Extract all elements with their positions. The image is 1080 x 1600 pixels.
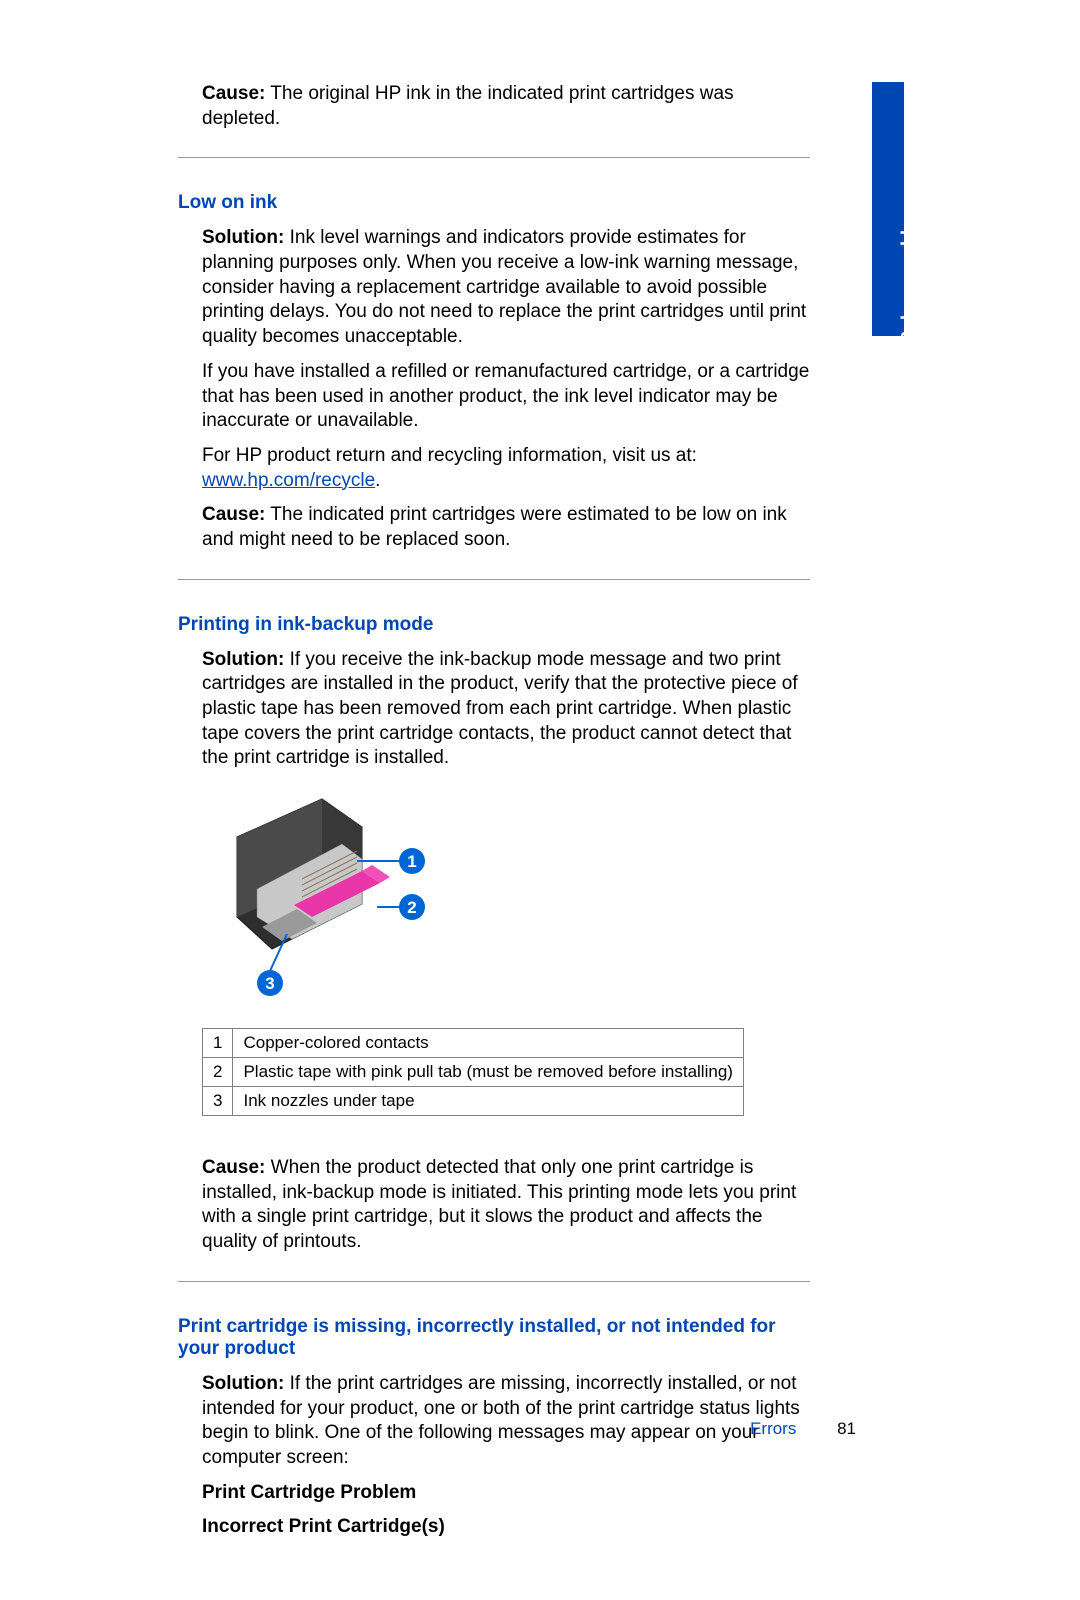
footer-section: Errors — [750, 1419, 796, 1438]
s2-solution-body: If you receive the ink-backup mode messa… — [202, 649, 798, 769]
s1-para3: For HP product return and recycling info… — [202, 444, 810, 493]
page-footer: Errors 81 — [750, 1419, 856, 1439]
cause-label: Cause: — [202, 1157, 265, 1178]
s1-para3-pre: For HP product return and recycling info… — [202, 445, 697, 466]
solution-label: Solution: — [202, 649, 284, 670]
svg-text:3: 3 — [265, 974, 274, 993]
divider-3 — [178, 1281, 810, 1282]
table-row: 2 Plastic tape with pink pull tab (must … — [203, 1058, 744, 1087]
s3-solution: Solution: If the print cartridges are mi… — [202, 1372, 810, 1471]
section-heading-low-on-ink: Low on ink — [178, 192, 810, 214]
s1-cause: Cause: The indicated print cartridges we… — [202, 503, 810, 552]
s3-solution-body: If the print cartridges are missing, inc… — [202, 1373, 800, 1468]
svg-text:1: 1 — [407, 852, 416, 871]
s1-para3-post: . — [375, 470, 380, 491]
section-heading-missing: Print cartridge is missing, incorrectly … — [178, 1316, 810, 1360]
error-msg-1: Print Cartridge Problem — [202, 1481, 810, 1506]
s1-cause-text: The indicated print cartridges were esti… — [202, 504, 787, 550]
solution-label: Solution: — [202, 1373, 284, 1394]
table-row: 3 Ink nozzles under tape — [203, 1087, 744, 1116]
callout-num: 1 — [203, 1029, 233, 1058]
solution-label: Solution: — [202, 227, 284, 248]
callout-desc: Plastic tape with pink pull tab (must be… — [233, 1058, 743, 1087]
top-cause: Cause: The original HP ink in the indica… — [202, 82, 810, 131]
footer-page-number: 81 — [837, 1419, 856, 1438]
error-msg-2: Incorrect Print Cartridge(s) — [202, 1515, 810, 1540]
s1-para2: If you have installed a refilled or rema… — [202, 360, 810, 434]
s2-cause-text: When the product detected that only one … — [202, 1157, 796, 1252]
callout-desc: Ink nozzles under tape — [233, 1087, 743, 1116]
callout-table: 1 Copper-colored contacts 2 Plastic tape… — [202, 1028, 744, 1116]
s1-solution-body: Ink level warnings and indicators provid… — [202, 227, 806, 347]
section-heading-ink-backup: Printing in ink-backup mode — [178, 614, 810, 636]
cartridge-diagram: 1 2 3 — [202, 789, 810, 1004]
divider-1 — [178, 157, 810, 158]
s2-cause: Cause: When the product detected that on… — [202, 1156, 810, 1255]
table-row: 1 Copper-colored contacts — [203, 1029, 744, 1058]
recycle-link[interactable]: www.hp.com/recycle — [202, 470, 375, 491]
cause-label: Cause: — [202, 504, 265, 525]
s2-solution: Solution: If you receive the ink-backup … — [202, 648, 810, 771]
side-tab-label: Solve a problem — [898, 204, 919, 343]
page-content: Cause: The original HP ink in the indica… — [0, 0, 870, 1600]
callout-desc: Copper-colored contacts — [233, 1029, 743, 1058]
divider-2 — [178, 579, 810, 580]
svg-text:2: 2 — [407, 898, 416, 917]
callout-num: 2 — [203, 1058, 233, 1087]
callout-num: 3 — [203, 1087, 233, 1116]
cause-label: Cause: — [202, 83, 265, 104]
s1-solution: Solution: Ink level warnings and indicat… — [202, 226, 810, 349]
top-cause-text: The original HP ink in the indicated pri… — [202, 83, 734, 129]
